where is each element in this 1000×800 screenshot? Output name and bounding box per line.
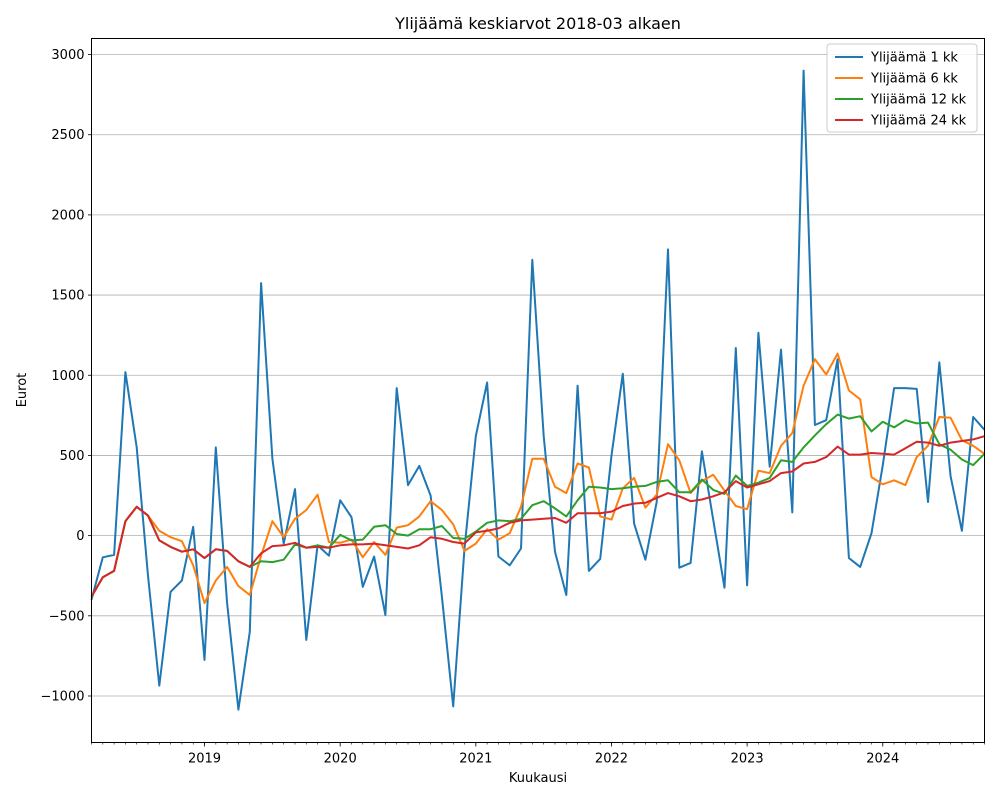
plot-frame [91,38,985,743]
series-line-2 [90,352,986,604]
x-tick-label: 2023 [731,752,764,767]
legend-label: Ylijäämä 6 kk [870,72,958,87]
series-line-1 [90,69,986,711]
x-tick-label: 2024 [866,752,899,767]
legend-label: Ylijäämä 24 kk [870,114,967,129]
y-tick-label: −500 [49,609,85,624]
y-tick-label: 2500 [51,128,84,143]
legend-label: Ylijäämä 1 kk [870,51,958,66]
y-tick-label: 2000 [51,208,84,223]
y-tick-label: −1000 [41,689,85,704]
axes: −1000 −500 0 500 1000 1500 2000 2500 3000 2019 202… [41,48,985,767]
grid-lines [91,54,985,697]
legend-label: Ylijäämä 12 kk [870,93,967,108]
series-lines [90,69,986,711]
x-tick-label: 2022 [595,752,628,767]
chart-title: Ylijäämä keskiarvot 2018-03 alkaen [394,14,681,33]
x-tick-label: 2019 [188,752,221,767]
y-tick-label: 3000 [51,48,84,63]
x-axis-label: Kuukausi [509,771,567,786]
y-axis-label: Eurot [15,373,30,408]
y-tick-label: 500 [60,449,85,464]
x-tick-label: 2020 [324,752,357,767]
legend: Ylijäämä 1 kk Ylijäämä 6 kk Ylijäämä 12 kk… [826,43,978,133]
x-tick-label: 2021 [459,752,492,767]
y-tick-label: 1500 [51,289,84,304]
y-tick-label: 0 [76,529,84,544]
series-line-4 [90,435,985,598]
legend-box [826,43,978,133]
y-tick-label: 1000 [51,369,84,384]
